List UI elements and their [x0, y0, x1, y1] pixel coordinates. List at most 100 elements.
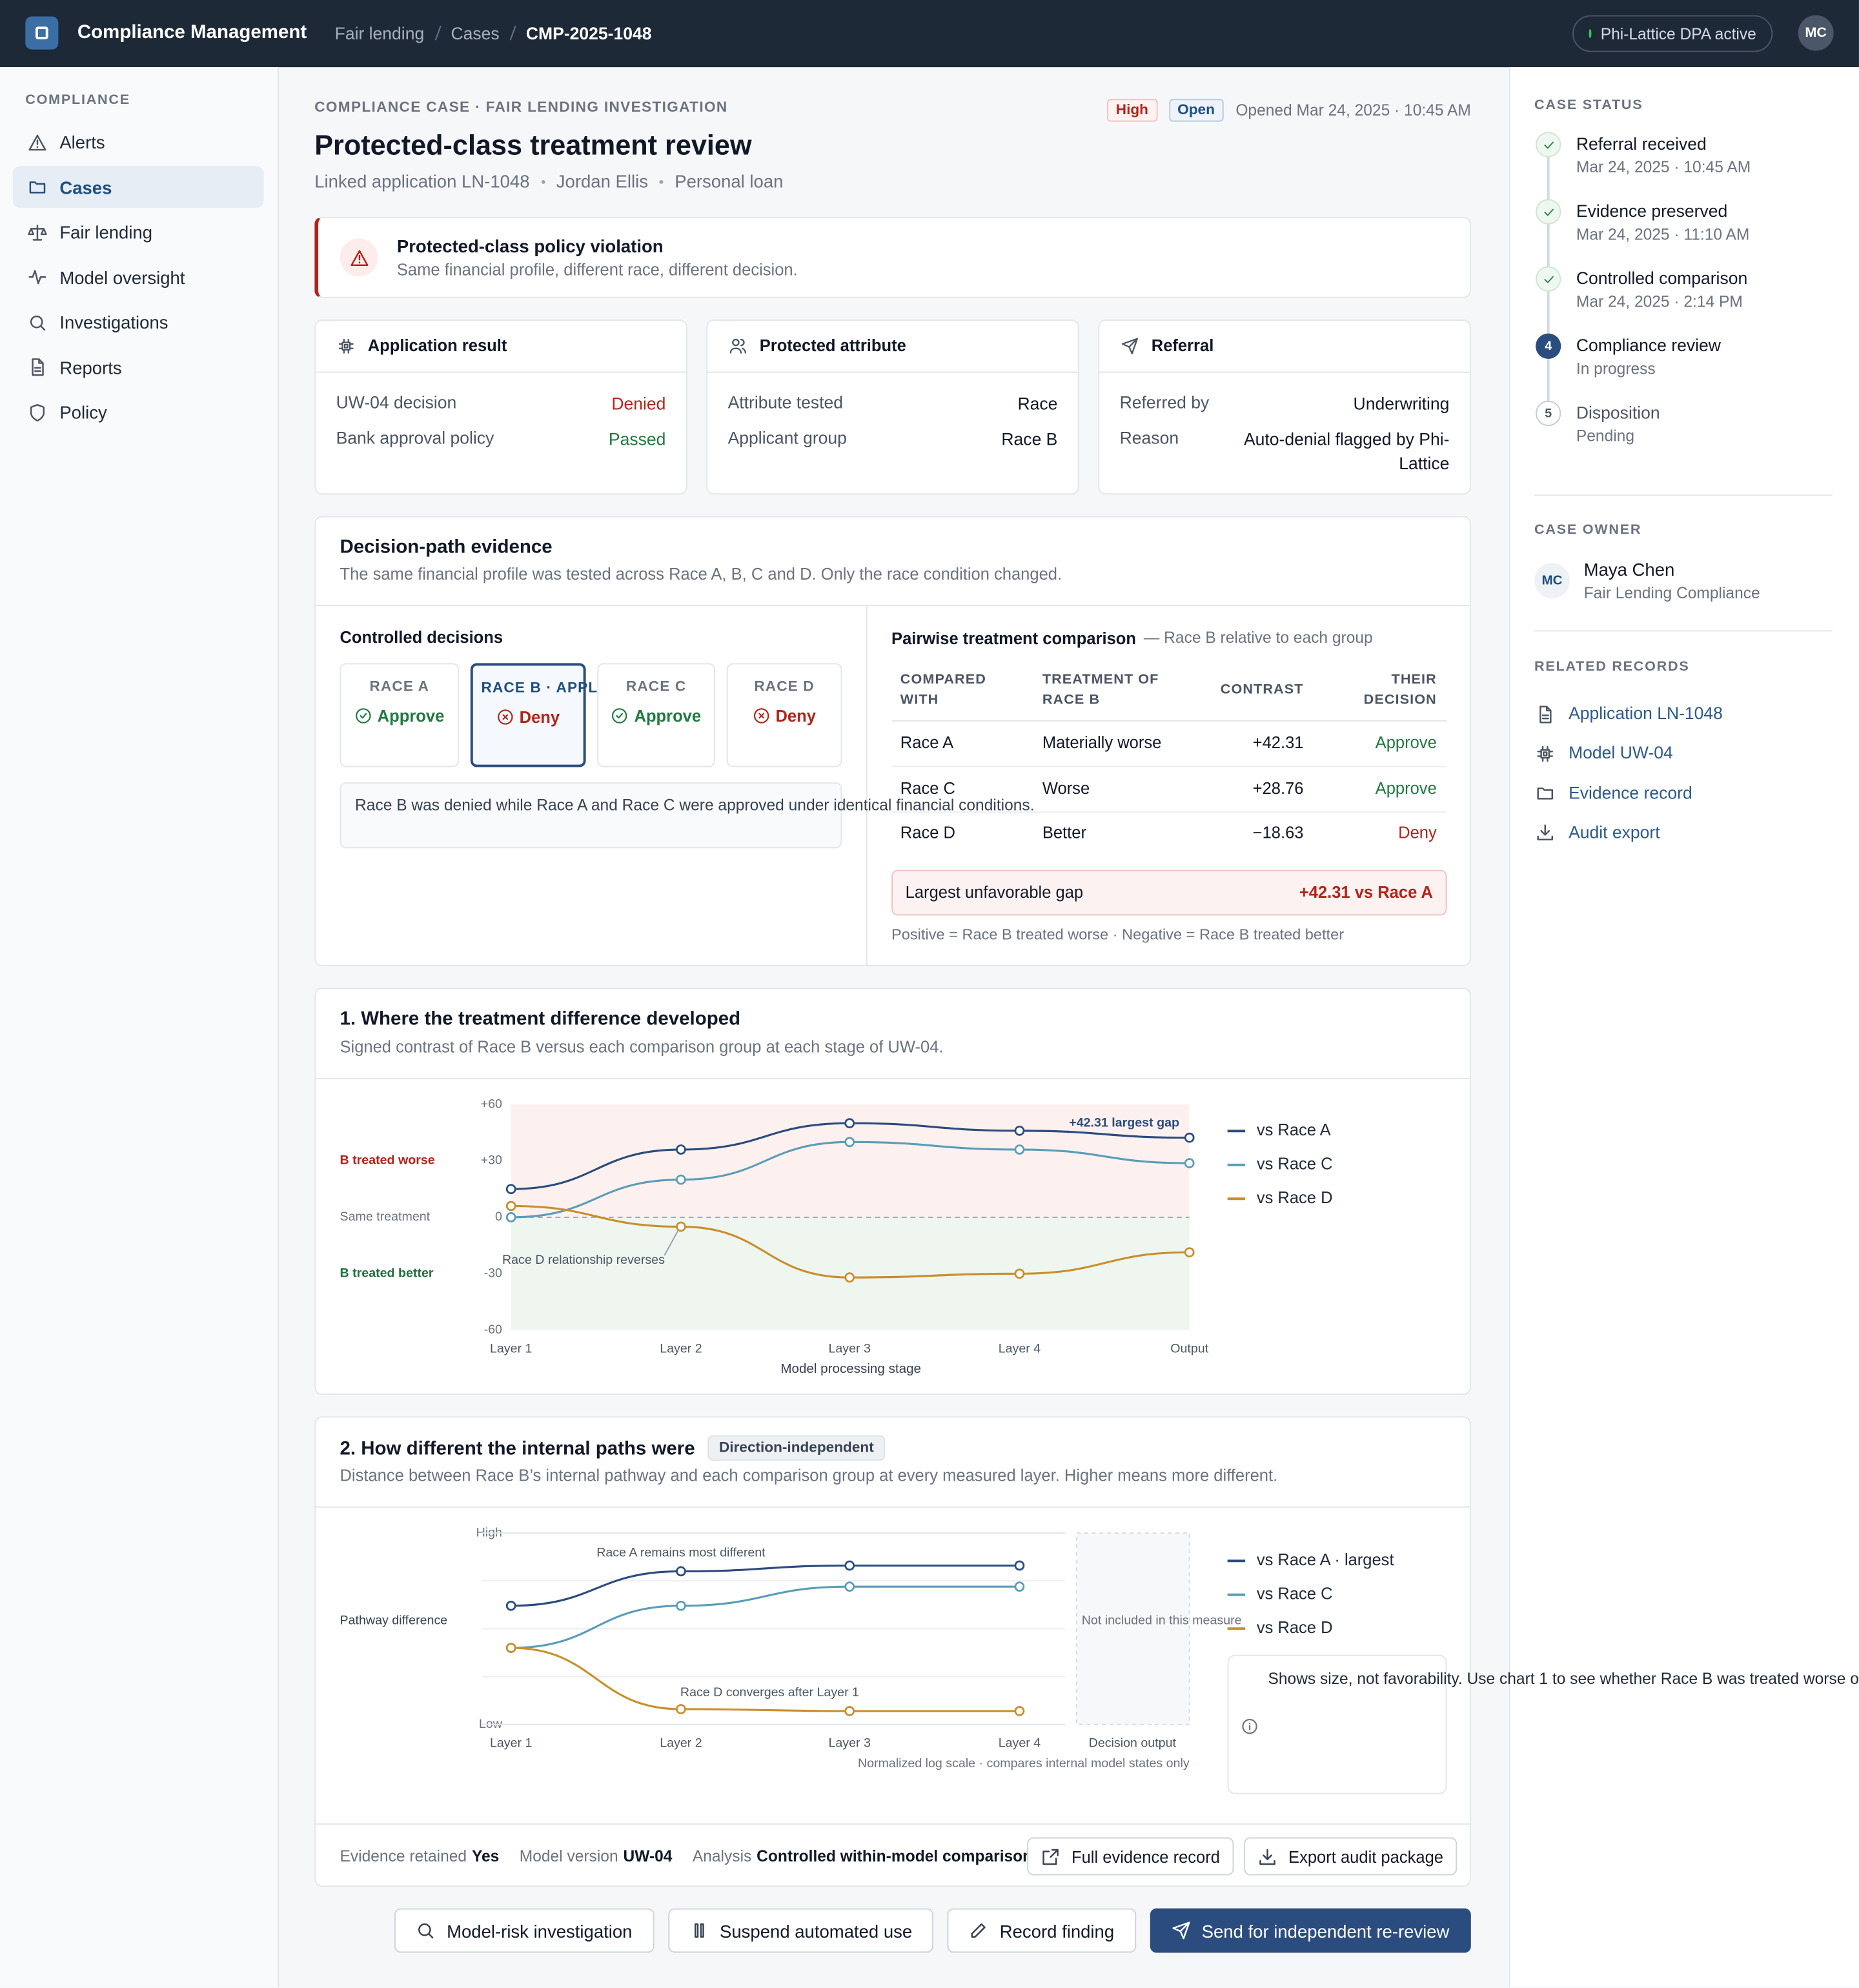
header-text: TREATMENT OF RACE B [1042, 672, 1159, 708]
icon [1121, 338, 1138, 354]
button[interactable]: Record finding [948, 1908, 1136, 1953]
header-text: CONTRAST [1220, 682, 1304, 698]
case-eyebrow: COMPLIANCE CASE · FAIR LENDING INVESTIGA… [314, 100, 728, 116]
record-link[interactable]: Model UW-04 [1569, 743, 1673, 763]
button[interactable]: Suspend automated use [667, 1908, 934, 1953]
step-title: Evidence preserved [1576, 201, 1728, 221]
series-line [511, 1564, 1020, 1607]
divider [1534, 630, 1833, 632]
x-tick-label: Layer 2 [660, 1341, 702, 1355]
divider [891, 720, 1447, 722]
table-cell: +42.31 [1252, 733, 1304, 752]
footer-item: Evidence retained Yes [340, 1847, 499, 1865]
y-tick-label: +60 [481, 1097, 502, 1111]
alert-text: Same financial profile, different race, … [396, 259, 798, 279]
chart-badge: Direction-independent [707, 1435, 886, 1461]
icon [1536, 825, 1553, 841]
icon [28, 181, 45, 194]
breadcrumb-item[interactable]: Fair lending [334, 23, 425, 43]
zone-label: Same treatment [340, 1210, 430, 1224]
sub-title: Controlled decisions [340, 627, 503, 647]
data-point [676, 1144, 686, 1155]
legend-label: vs Race D [1257, 1619, 1333, 1637]
nav-item[interactable]: Policy [59, 401, 107, 423]
header-text: COMPARED WITH [900, 672, 986, 708]
zone-label: B treated worse [340, 1153, 434, 1168]
button[interactable]: Model-risk investigation [394, 1908, 654, 1953]
case-meta: Linked application LN-1048 Jordan Ellis Pe… [314, 168, 783, 194]
chart-subtitle: Signed contrast of Race B versus each co… [340, 1037, 944, 1057]
excluded-zone [1075, 1532, 1190, 1725]
button-label: Record finding [999, 1920, 1115, 1941]
button[interactable]: Export audit package [1244, 1837, 1458, 1876]
divider [706, 371, 1079, 373]
zone-label: B treated better [340, 1266, 433, 1281]
nav-item[interactable]: Alerts [59, 132, 105, 152]
icon [1241, 1718, 1257, 1734]
icon [694, 1923, 704, 1938]
row-label: Referred by [1119, 392, 1210, 412]
data-point [676, 1566, 686, 1577]
annotation: Race D relationship reverses [502, 1253, 665, 1267]
chart-note: Normalized log scale · compares internal… [858, 1756, 1190, 1770]
icon [29, 403, 45, 421]
row-value: Race B [1001, 429, 1058, 449]
summary-card [706, 320, 1079, 495]
record-link[interactable]: Audit export [1569, 822, 1660, 842]
footer-value: Yes [471, 1847, 500, 1865]
footer-label: Evidence retained [340, 1847, 467, 1865]
table-cell: Worse [1042, 778, 1090, 797]
data-point [844, 1272, 855, 1283]
evidence-footer: Evidence retained Yes Model version UW-04 An… [340, 1843, 1032, 1869]
divider [314, 1823, 1471, 1825]
button[interactable]: Full evidence record [1027, 1837, 1234, 1876]
icon [1172, 1922, 1190, 1940]
nav-item[interactable]: Model oversight [59, 267, 185, 287]
card-title: Application result [367, 336, 507, 356]
icon [338, 338, 354, 354]
step-number: 4 [1545, 339, 1552, 354]
series-line [511, 1585, 1020, 1649]
icon [355, 708, 371, 724]
step-title: Controlled comparison [1576, 269, 1748, 288]
icon [1543, 141, 1553, 148]
x-tick-label: Layer 1 [490, 1736, 532, 1750]
header-text: THEIR DECISION [1363, 672, 1437, 708]
y-tick-label: 0 [495, 1210, 502, 1224]
step-marker [1536, 132, 1561, 157]
summary-card [1098, 320, 1471, 495]
breadcrumb-item[interactable]: Cases [451, 23, 500, 43]
avatar[interactable]: MC [1798, 15, 1834, 51]
sidebar-section: COMPLIANCE [25, 92, 130, 108]
status-pill: Phi-Lattice DPA active [1572, 15, 1773, 52]
nav-item[interactable]: Fair lending [59, 221, 153, 243]
row-label: UW-04 decision [336, 392, 457, 412]
x-tick-label: Layer 1 [490, 1341, 532, 1355]
button-label: Send for independent re-review [1201, 1920, 1450, 1941]
nav-item[interactable]: Reports [59, 357, 122, 378]
record-link[interactable]: Application LN-1048 [1569, 704, 1723, 723]
decision-box: RACE D Deny [726, 663, 842, 767]
button[interactable]: Send for independent re-review [1150, 1908, 1471, 1953]
nav-item[interactable]: Cases [59, 177, 112, 198]
nav-item[interactable]: Investigations [59, 312, 168, 332]
info-box: Shows size, not favorability. Use chart … [1227, 1654, 1859, 1794]
avatar-initials: MC [1805, 25, 1827, 41]
decision-box: RACE A Approve [340, 663, 460, 767]
icon [729, 338, 746, 354]
table-header: TREATMENT OF RACE B [1042, 669, 1182, 710]
case-title: Protected-class treatment review [314, 129, 752, 161]
footer-value: Controlled within-model comparison [757, 1847, 1033, 1865]
alert [314, 216, 1471, 298]
owner-name: Maya Chen [1583, 559, 1675, 580]
logo [25, 16, 59, 50]
button-label: Full evidence record [1072, 1847, 1220, 1866]
logo-mark [36, 26, 48, 39]
row-value: Auto-denial flagged by Phi-Lattice [1243, 429, 1450, 472]
footer-label: Model version [519, 1847, 618, 1865]
table-cell: Race A [900, 733, 954, 752]
nav-active[interactable] [12, 165, 264, 208]
owner-avatar: MC [1534, 563, 1570, 599]
record-link[interactable]: Evidence record [1569, 783, 1692, 802]
